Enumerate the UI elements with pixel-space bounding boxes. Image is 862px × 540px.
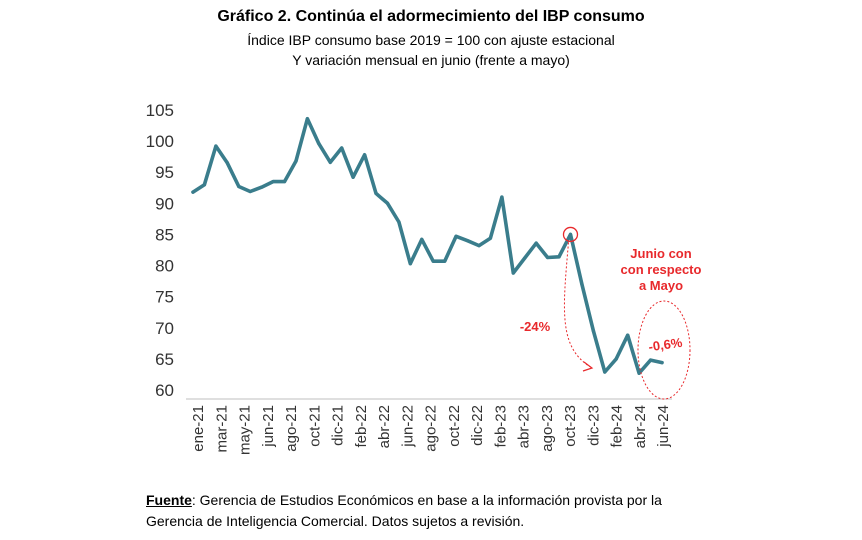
data-point — [603, 370, 607, 374]
x-tick-label: ago-22 — [423, 405, 440, 452]
data-point — [214, 144, 218, 148]
data-point — [328, 160, 332, 164]
y-tick-label: 80 — [155, 257, 174, 276]
data-point — [534, 241, 538, 245]
data-point — [637, 371, 641, 375]
data-point — [557, 255, 561, 259]
chart-subtitle-line-2: Y variación mensual en junio (frente a m… — [292, 52, 570, 68]
y-tick-label: 70 — [155, 319, 174, 338]
monthly-note-line: con respecto — [621, 262, 702, 277]
x-tick-label: ago-21 — [283, 405, 300, 452]
data-point — [271, 179, 275, 184]
x-tick-label: abr-22 — [376, 405, 393, 448]
data-point — [294, 159, 298, 163]
source-label: Fuente — [146, 492, 192, 508]
x-tick-label: dic-23 — [585, 405, 602, 446]
source-text-line-1: : Gerencia de Estudios Económicos en bas… — [191, 492, 662, 508]
y-tick-label: 95 — [155, 163, 174, 182]
data-point — [374, 191, 378, 195]
drop-arrow-head — [582, 361, 594, 372]
drop-percent-label: -24% — [520, 319, 551, 334]
data-point — [408, 262, 412, 266]
x-tick-label: feb-23 — [492, 405, 509, 448]
y-tick-label: 85 — [155, 225, 174, 244]
data-point — [237, 184, 241, 189]
data-point — [648, 358, 653, 362]
data-point — [385, 201, 390, 205]
x-tick-label: abr-24 — [632, 405, 649, 448]
data-point — [305, 117, 309, 121]
data-point — [431, 259, 435, 263]
x-tick-label: dic-21 — [330, 405, 347, 446]
x-tick-label: jun-21 — [260, 405, 277, 448]
series-line — [191, 116, 664, 376]
data-point — [191, 190, 195, 194]
data-point — [202, 183, 207, 187]
chart-subtitle-line-1: Índice IBP consumo base 2019 = 100 con a… — [247, 32, 615, 48]
y-tick-label: 65 — [155, 350, 174, 369]
y-tick-label: 90 — [155, 194, 174, 213]
source-note: Fuente: Gerencia de Estudios Económicos … — [146, 490, 846, 532]
data-point — [546, 255, 550, 260]
drop-arrow — [563, 242, 593, 369]
data-point — [340, 146, 344, 150]
data-point — [351, 175, 355, 179]
data-point — [523, 256, 527, 260]
monthly-change-label: -0,6% — [648, 335, 684, 355]
data-point — [362, 153, 367, 157]
data-point — [465, 239, 470, 243]
data-point — [225, 161, 229, 165]
data-point — [248, 189, 252, 194]
data-point — [500, 195, 504, 199]
x-tick-label: jun-22 — [399, 405, 416, 448]
data-point — [443, 259, 447, 263]
x-tick-label: abr-23 — [516, 405, 533, 448]
data-point — [614, 357, 618, 361]
source-text-line-2: Gerencia de Inteligencia Comercial. Dato… — [146, 513, 525, 529]
data-point — [260, 185, 264, 189]
data-point — [568, 232, 573, 237]
data-point — [580, 282, 584, 286]
x-tick-label: dic-22 — [469, 405, 486, 446]
y-tick-label: 105 — [146, 101, 174, 120]
data-point — [477, 244, 481, 248]
peak-highlight-circle — [562, 226, 579, 243]
data-point — [420, 237, 424, 242]
y-tick-label: 60 — [155, 381, 174, 400]
x-tick-label: ene-21 — [190, 405, 207, 452]
data-point — [511, 271, 515, 275]
x-tick-label: jun-24 — [655, 405, 672, 448]
data-point — [397, 220, 401, 224]
y-tick-label: 75 — [155, 288, 174, 307]
x-tick-label: feb-24 — [609, 405, 626, 448]
data-point — [488, 236, 493, 240]
data-point — [660, 361, 664, 365]
x-tick-label: oct-23 — [562, 405, 579, 447]
x-tick-label: oct-22 — [446, 405, 463, 447]
monthly-note-line: Junio con — [630, 246, 691, 261]
x-tick-label: mar-21 — [213, 405, 230, 453]
ibp-consumo-line-chart: 60 65 70 75 80 85 90 95 100 105 ene-21 mar-21 may-21… — [146, 101, 702, 455]
x-tick-label: feb-22 — [353, 405, 370, 448]
data-point — [591, 329, 595, 333]
x-tick-label: ago-23 — [539, 405, 556, 452]
y-tick-label: 100 — [146, 132, 174, 151]
x-tick-label: may-21 — [237, 405, 254, 455]
data-point — [454, 234, 458, 238]
monthly-change-ellipse — [637, 300, 691, 400]
data-point — [282, 179, 287, 184]
chart-title: Gráfico 2. Continúa el adormecimiento de… — [217, 8, 645, 25]
x-tick-label: oct-21 — [306, 405, 323, 447]
monthly-note-line: a Mayo — [639, 278, 683, 293]
data-point — [317, 142, 321, 146]
data-point — [626, 333, 630, 337]
